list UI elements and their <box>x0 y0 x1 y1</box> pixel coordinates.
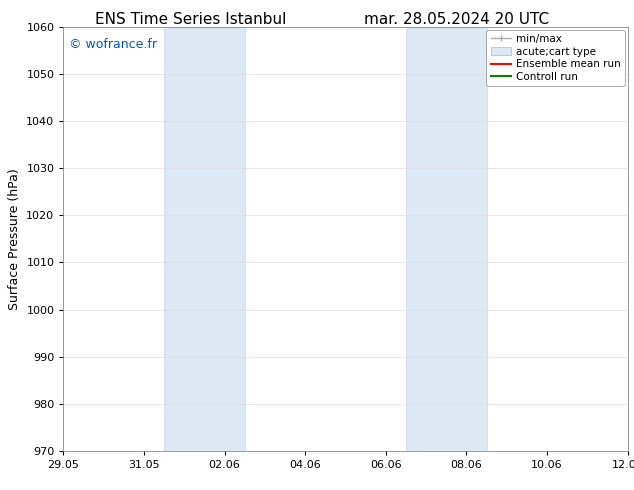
Text: © wofrance.fr: © wofrance.fr <box>69 38 157 50</box>
Y-axis label: Surface Pressure (hPa): Surface Pressure (hPa) <box>8 168 21 310</box>
Bar <box>406 27 486 451</box>
Text: mar. 28.05.2024 20 UTC: mar. 28.05.2024 20 UTC <box>364 12 549 27</box>
Bar <box>164 27 245 451</box>
Text: ENS Time Series Istanbul: ENS Time Series Istanbul <box>94 12 286 27</box>
Legend: min/max, acute;cart type, Ensemble mean run, Controll run: min/max, acute;cart type, Ensemble mean … <box>486 30 624 86</box>
